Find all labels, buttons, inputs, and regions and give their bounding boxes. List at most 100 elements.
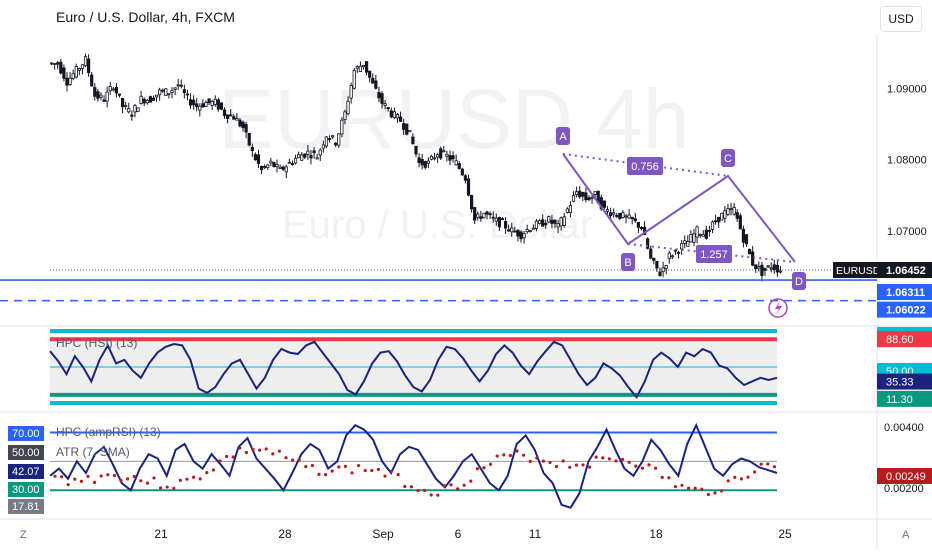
candle-body xyxy=(559,217,563,227)
candle-body xyxy=(701,234,705,237)
candle-body xyxy=(87,58,91,74)
atr-dot xyxy=(310,463,314,468)
level-tag-bg xyxy=(877,284,932,301)
candle-body xyxy=(670,255,674,258)
atr-dot xyxy=(462,483,466,487)
candle-body xyxy=(130,114,134,117)
candle-body xyxy=(497,216,501,228)
candle-body xyxy=(676,252,681,254)
atr-dot xyxy=(436,493,440,497)
candle-body xyxy=(513,230,517,233)
atr-dot xyxy=(581,463,585,467)
candle-body xyxy=(710,221,715,230)
candle-body xyxy=(457,163,461,169)
candle-body xyxy=(343,111,347,120)
candle-body xyxy=(102,99,106,102)
candle-body xyxy=(460,168,464,176)
hsi-axis-tag: 88.60 xyxy=(886,334,914,346)
rsi-left-tag: 70.00 xyxy=(12,428,40,440)
candle-body xyxy=(575,191,579,196)
timezone-button[interactable]: Z xyxy=(20,529,27,541)
candle-body xyxy=(269,160,273,164)
candle-body xyxy=(519,231,523,240)
candle-body xyxy=(244,123,248,133)
currency-button[interactable]: USD xyxy=(880,6,922,32)
candle-body xyxy=(479,216,483,219)
candle-body xyxy=(293,157,298,164)
candle-body xyxy=(448,155,452,161)
atr-dot xyxy=(489,462,493,466)
candle-body xyxy=(324,136,329,147)
candle-body xyxy=(451,155,455,160)
candle-body xyxy=(99,94,103,98)
abcd-pattern xyxy=(556,127,806,290)
candle-body xyxy=(531,227,535,230)
atr-dot xyxy=(403,484,407,489)
candle-body xyxy=(423,161,427,168)
candle-body xyxy=(738,215,742,230)
auto-scale-button[interactable]: A xyxy=(902,529,910,541)
candle-body xyxy=(732,207,736,215)
atr-dot xyxy=(337,465,341,469)
candle-body xyxy=(469,195,474,210)
candle-body xyxy=(68,77,72,85)
candle-body xyxy=(179,84,183,87)
atr-dot xyxy=(772,465,777,469)
candle-body xyxy=(522,233,526,239)
candle-body xyxy=(105,91,109,102)
candle-body xyxy=(689,234,693,243)
candle-body xyxy=(667,252,671,260)
rsi-left-tag: 30.00 xyxy=(12,484,40,496)
pattern-ratio-label: 1.257 xyxy=(700,249,728,261)
atr-dot xyxy=(687,486,691,490)
atr-dot xyxy=(561,459,565,463)
pattern-point-a xyxy=(556,127,570,145)
atr-dot xyxy=(258,448,262,452)
candle-body xyxy=(117,93,122,96)
candle-body xyxy=(340,119,344,135)
candle-body xyxy=(361,64,366,68)
candle-body xyxy=(436,154,440,158)
atr-current-tag-bg xyxy=(877,468,932,484)
atr-y-tick: 0.00200 xyxy=(884,483,924,495)
atr-dot xyxy=(238,446,242,450)
candle-body xyxy=(364,61,369,73)
atr-dot xyxy=(291,458,295,462)
y-tick-label: 1.08000 xyxy=(887,155,927,167)
candle-body xyxy=(65,77,69,86)
atr-dot xyxy=(759,462,763,466)
candle-body xyxy=(120,97,125,108)
candle-body xyxy=(309,155,313,159)
candle-body xyxy=(630,216,634,220)
atr-dot xyxy=(726,479,730,483)
candle-body xyxy=(525,229,529,233)
atr-dot xyxy=(442,484,446,488)
candle-body xyxy=(605,209,610,212)
candle-body xyxy=(544,222,548,226)
candle-body xyxy=(281,166,285,170)
candle-body xyxy=(408,130,412,133)
candle-body xyxy=(287,161,291,164)
candle-body xyxy=(250,146,254,152)
atr-dot xyxy=(528,459,532,463)
candle-body xyxy=(488,213,492,216)
candle-body xyxy=(550,219,554,224)
candle-body xyxy=(695,226,699,238)
candle-body xyxy=(426,160,430,164)
candle-body xyxy=(290,163,295,165)
candle-body xyxy=(256,154,261,164)
atr-dot xyxy=(706,492,711,497)
atr-dot xyxy=(469,479,473,483)
x-tick-label: 18 xyxy=(649,527,663,541)
atr-dot xyxy=(766,462,770,466)
atr-dot xyxy=(416,488,420,493)
candle-body xyxy=(692,233,696,243)
candle-body xyxy=(266,164,270,168)
candle-body xyxy=(93,87,97,97)
candle-body xyxy=(154,94,159,98)
candle-body xyxy=(207,98,211,103)
atr-dot xyxy=(376,467,380,472)
candle-body xyxy=(608,212,613,217)
candle-body xyxy=(371,77,375,84)
